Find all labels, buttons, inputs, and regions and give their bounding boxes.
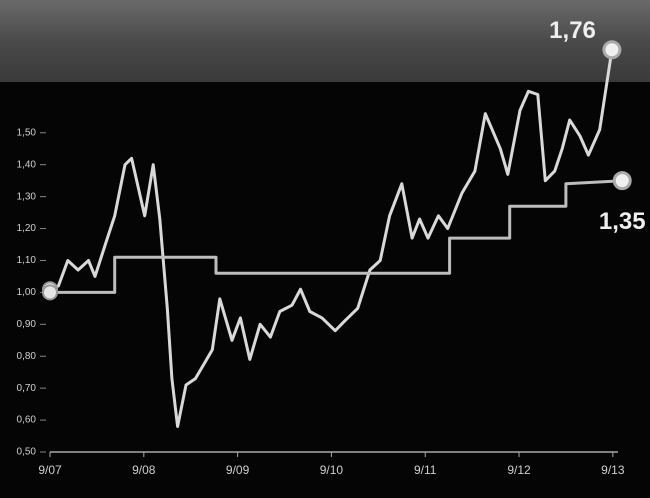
y-tick-label: 1,30 [17, 191, 37, 202]
y-tick-label: 1,20 [17, 223, 37, 234]
x-tick-label: 9/11 [414, 463, 437, 477]
y-tick-label: 1,10 [17, 255, 37, 266]
y-tick-label: 1,00 [17, 287, 37, 298]
x-tick-label: 9/10 [320, 463, 344, 477]
y-tick-label: 0,50 [17, 447, 37, 458]
value-label: 1,76 [549, 17, 596, 44]
x-tick-label: 9/08 [132, 463, 156, 477]
photo-strip [0, 0, 650, 82]
x-tick-label: 9/12 [507, 463, 531, 477]
end-marker [612, 171, 632, 191]
series-line [49, 49, 614, 428]
y-tick-label: 0,60 [17, 415, 37, 426]
end-marker [602, 40, 622, 60]
y-tick-label: 0,90 [17, 319, 37, 330]
start-marker [42, 284, 58, 301]
value-label: 1,35 [599, 208, 646, 235]
x-tick-label: 9/13 [601, 463, 625, 477]
y-tick-label: 1,40 [17, 159, 37, 170]
plot-background [0, 82, 650, 498]
x-tick-label: 9/07 [38, 463, 62, 477]
y-tick-label: 1,50 [17, 127, 37, 138]
series-line [50, 179, 623, 294]
x-tick-label: 9/09 [226, 463, 250, 477]
y-tick-label: 0,80 [17, 351, 37, 362]
y-tick-label: 0,70 [17, 383, 37, 394]
